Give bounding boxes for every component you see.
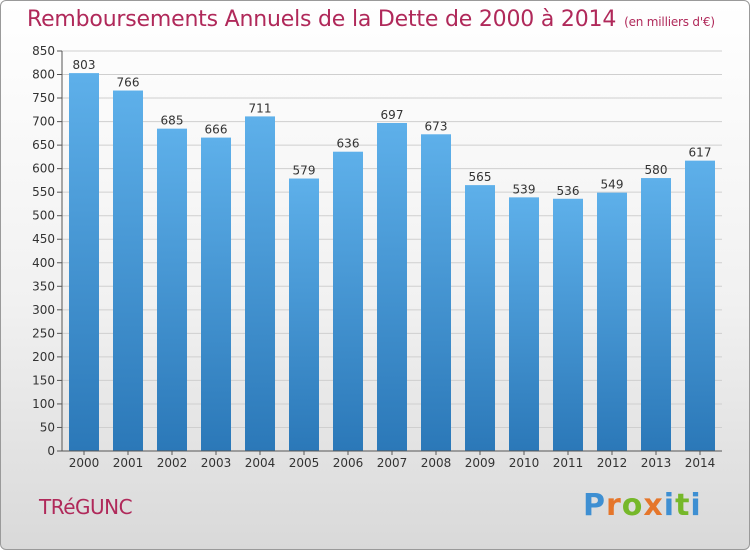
proxiti-logo[interactable]: Proxiti	[583, 488, 702, 523]
bar-value-label: 666	[205, 123, 228, 137]
x-tick-label: 2012	[597, 456, 628, 470]
y-tick-label: 150	[32, 373, 55, 387]
y-tick-label: 550	[32, 185, 55, 199]
x-tick-label: 2010	[509, 456, 540, 470]
bar	[157, 128, 187, 451]
bar-value-label: 580	[645, 163, 668, 177]
x-tick-label: 2014	[685, 456, 716, 470]
bar	[553, 198, 583, 451]
bar	[69, 73, 99, 451]
bar-value-label: 685	[161, 114, 184, 128]
bar-value-label: 636	[337, 137, 360, 151]
bar	[465, 185, 495, 451]
bar	[201, 137, 231, 451]
x-tick-label: 2006	[333, 456, 364, 470]
bar-value-label: 803	[73, 58, 96, 72]
bar-value-label: 579	[293, 164, 316, 178]
bar-value-label: 549	[601, 178, 624, 192]
town-name: TRéGUNC	[39, 495, 133, 519]
x-tick-label: 2005	[289, 456, 320, 470]
bar-value-label: 536	[557, 184, 580, 198]
bar	[333, 151, 363, 452]
y-tick-label: 250	[32, 326, 55, 340]
y-tick-label: 0	[47, 444, 55, 458]
bar	[641, 178, 671, 451]
bar	[597, 192, 627, 451]
y-tick-label: 400	[32, 256, 55, 270]
y-tick-label: 50	[40, 420, 55, 434]
bar-value-label: 766	[117, 76, 140, 90]
y-tick-label: 850	[32, 44, 55, 58]
x-tick-label: 2009	[465, 456, 496, 470]
bar-value-label: 697	[381, 108, 404, 122]
x-tick-label: 2011	[553, 456, 584, 470]
bar-layer: 803 766 685 666 711 579 636 697 673 565 539 536 549 5…	[69, 58, 715, 452]
y-tick-label: 750	[32, 91, 55, 105]
bar-value-label: 539	[513, 182, 536, 196]
y-tick-label: 200	[32, 350, 55, 364]
x-tick-label: 2013	[641, 456, 672, 470]
y-tick-label: 700	[32, 115, 55, 129]
bar	[377, 123, 407, 451]
bar	[113, 90, 143, 451]
x-tick-label: 2004	[245, 456, 276, 470]
y-tick-label: 800	[32, 68, 55, 82]
x-tick-label: 2008	[421, 456, 452, 470]
y-tick-label: 350	[32, 279, 55, 293]
bar-value-label: 673	[425, 119, 448, 133]
bar	[245, 116, 275, 451]
x-tick-label: 2003	[201, 456, 232, 470]
bar-value-label: 711	[249, 101, 272, 115]
x-tick-label: 2002	[157, 456, 188, 470]
bar	[509, 197, 539, 451]
x-tick-label: 2001	[113, 456, 144, 470]
bar-value-label: 565	[469, 170, 492, 184]
x-tick-label: 2007	[377, 456, 408, 470]
y-tick-label: 650	[32, 138, 55, 152]
bar	[421, 134, 451, 451]
bar-value-label: 617	[689, 146, 712, 160]
chart-title: Remboursements Annuels de la Dette de 20…	[27, 7, 715, 32]
chart-subtitle: (en milliers d'€)	[624, 15, 715, 29]
y-tick-label: 600	[32, 162, 55, 176]
bar	[289, 178, 319, 451]
x-tick-label: 2000	[69, 456, 100, 470]
axis-layer: 0 50 100 150 200 250 300 350 400 450 500 550 600 650 7…	[32, 44, 722, 470]
y-tick-label: 500	[32, 209, 55, 223]
bar	[685, 160, 715, 451]
y-tick-label: 450	[32, 232, 55, 246]
y-tick-label: 100	[32, 397, 55, 411]
y-tick-label: 300	[32, 303, 55, 317]
